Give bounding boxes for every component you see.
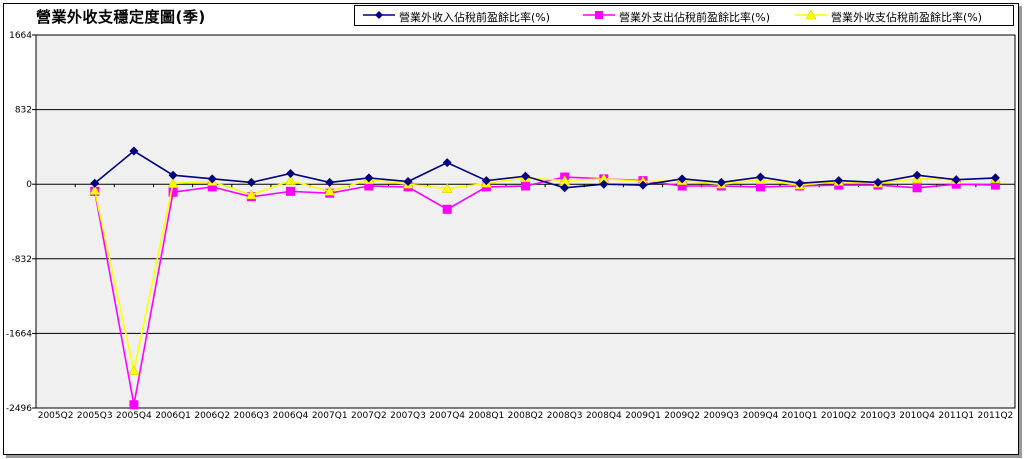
x-tick-label-18: 2009Q4 — [743, 411, 779, 421]
y-tick-label-3: -832 — [12, 255, 32, 265]
series-2-point-0 — [89, 184, 101, 195]
legend-label-income: 營業外收入佔稅前盈餘比率(%) — [399, 11, 551, 24]
x-tick-label-13: 2008Q3 — [547, 411, 583, 421]
plot-area — [35, 34, 1016, 409]
x-tick-label-9: 2007Q3 — [390, 411, 426, 421]
x-tick-label-3: 2006Q1 — [155, 411, 191, 421]
x-tick-label-19: 2010Q1 — [782, 411, 818, 421]
series-0-point-17 — [755, 172, 765, 182]
x-tick-label-8: 2007Q2 — [351, 411, 387, 421]
series-0-point-3 — [207, 174, 217, 184]
y-tick-label-4: -1664 — [6, 329, 32, 339]
series-0-point-8 — [403, 177, 413, 187]
series-1-point-7 — [364, 181, 374, 191]
legend-label-expense: 營業外支出佔稅前盈餘比率(%) — [619, 11, 771, 24]
series-0-point-5 — [286, 168, 296, 178]
x-tick-label-24: 2011Q2 — [978, 411, 1014, 421]
x-tick-label-17: 2009Q3 — [703, 411, 739, 421]
series-1-point-23 — [990, 180, 1000, 190]
series-0-point-7 — [364, 173, 374, 183]
legend-marker-diamond — [363, 11, 395, 19]
series-line-0 — [94, 150, 996, 189]
series-0-point-22 — [951, 175, 961, 185]
x-tick-label-21: 2010Q3 — [860, 411, 896, 421]
series-0-point-19 — [834, 176, 844, 186]
series-1-point-21 — [912, 183, 922, 193]
y-tick-label-5: -2496 — [6, 404, 32, 414]
series-0-point-4 — [246, 177, 256, 187]
x-tick-label-11: 2008Q1 — [468, 411, 504, 421]
x-tick-label-14: 2008Q4 — [586, 411, 622, 421]
x-tick-label-5: 2006Q3 — [234, 411, 270, 421]
x-tick-label-22: 2010Q4 — [899, 411, 935, 421]
series-0-point-15 — [677, 174, 687, 184]
x-tick-label-12: 2008Q2 — [508, 411, 544, 421]
x-tick-label-15: 2009Q1 — [625, 411, 661, 421]
series-0-point-0 — [90, 178, 100, 188]
y-tick-label-0: 1664 — [9, 31, 32, 41]
series-2-point-4 — [245, 189, 257, 200]
x-tick-label-7: 2007Q1 — [312, 411, 348, 421]
y-tick-label-1: 832 — [15, 106, 32, 116]
series-0-point-13 — [599, 179, 609, 189]
series-1-point-11 — [521, 181, 530, 191]
chart-title: 營業外收支穩定度圖(季) — [36, 8, 206, 26]
series-1-point-17 — [755, 182, 765, 192]
x-tick-label-1: 2005Q3 — [77, 411, 113, 421]
legend-marker-square — [583, 11, 615, 19]
x-tick-label-16: 2009Q2 — [664, 411, 700, 421]
series-0-point-14 — [638, 180, 648, 190]
series-0-point-10 — [481, 176, 491, 186]
series-1-point-9 — [442, 204, 452, 214]
series-0-point-20 — [873, 177, 883, 187]
series-2-point-9 — [441, 183, 453, 193]
series-2-point-5 — [285, 175, 296, 185]
series-1-point-15 — [677, 181, 687, 191]
series-0-point-9 — [442, 158, 452, 168]
series-0-point-16 — [716, 177, 726, 187]
series-0-point-23 — [990, 173, 1000, 183]
x-tick-label-6: 2006Q4 — [273, 411, 309, 421]
series-2-point-2 — [167, 177, 179, 188]
y-tick-label-2: 0 — [26, 180, 32, 190]
series-1-point-3 — [207, 182, 217, 192]
series-line-2 — [93, 177, 996, 371]
series-2-point-1 — [128, 365, 140, 375]
series-0-point-6 — [325, 177, 335, 187]
x-tick-label-10: 2007Q4 — [429, 411, 465, 421]
legend: 營業外收入佔稅前盈餘比率(%) 營業外支出佔稅前盈餘比率(%) 營業外收支佔稅前… — [354, 5, 1014, 26]
series-1-point-1 — [129, 400, 139, 410]
series-1-point-2 — [168, 187, 178, 197]
series-0-point-11 — [521, 171, 530, 181]
x-tick-label-4: 2006Q2 — [194, 411, 230, 421]
x-tick-label-0: 2005Q2 — [38, 411, 74, 421]
series-0-point-1 — [129, 146, 139, 156]
series-0-point-2 — [168, 170, 178, 180]
x-tick-label-20: 2010Q2 — [821, 411, 857, 421]
x-tick-label-2: 2005Q4 — [116, 411, 152, 421]
x-tick-label-23: 2011Q1 — [938, 411, 974, 421]
legend-label-net: 營業外收支佔稅前盈餘比率(%) — [831, 11, 983, 24]
series-0-point-12 — [560, 183, 570, 193]
series-2-point-6 — [324, 185, 336, 196]
series-0-point-18 — [795, 178, 805, 188]
series-0-point-21 — [912, 170, 922, 180]
series-1-point-5 — [286, 186, 296, 196]
legend-marker-triangle — [795, 9, 827, 20]
